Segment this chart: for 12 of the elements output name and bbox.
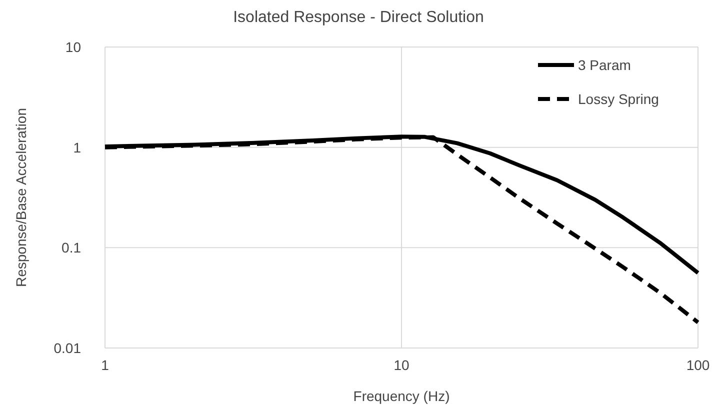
legend-label: Lossy Spring [578, 91, 659, 107]
y-tick-label: 0.01 [54, 340, 82, 356]
y-tick-label: 0.1 [62, 240, 82, 256]
y-axis-title: Response/Base Acceleration [13, 108, 29, 287]
x-tick-label: 10 [394, 357, 410, 373]
y-tick-label: 1 [73, 139, 82, 156]
chart-title: Isolated Response - Direct Solution [233, 9, 484, 26]
x-axis-title: Frequency (Hz) [353, 388, 450, 404]
y-tick-label: 10 [65, 39, 82, 55]
x-tick-label: 100 [686, 357, 710, 373]
x-tick-label: 1 [101, 357, 110, 373]
legend-label: 3 Param [578, 57, 631, 73]
